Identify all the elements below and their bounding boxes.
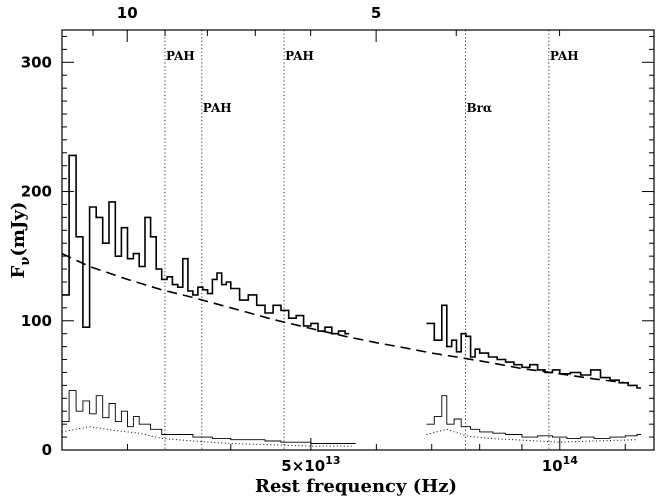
series-dotted bbox=[61, 426, 352, 447]
marker-lines: PAH PAH PAH Brα PAH bbox=[164, 30, 579, 450]
top-tick-label: 10 bbox=[117, 4, 138, 22]
marker-label: Brα bbox=[466, 101, 492, 115]
axis-ticks: 0 100 200 300 5×1013 1014 10 5 bbox=[21, 4, 654, 475]
y-axis-title-sub: ν bbox=[18, 257, 33, 266]
y-axis-title: Fν(mJy) bbox=[8, 202, 33, 279]
marker-label: PAH bbox=[166, 49, 195, 63]
series-dashed bbox=[61, 252, 626, 384]
x-tick-label: 5×1013 bbox=[281, 454, 340, 475]
top-tick-label: 5 bbox=[371, 4, 381, 22]
series-thin-solid bbox=[426, 395, 641, 439]
y-tick-label: 300 bbox=[21, 53, 52, 71]
y-tick-label: 0 bbox=[42, 441, 52, 459]
marker-label: PAH bbox=[285, 49, 314, 63]
series-dotted bbox=[426, 428, 638, 443]
y-axis-title-unit: (mJy) bbox=[8, 202, 29, 257]
x-tick-label: 1014 bbox=[542, 454, 579, 475]
plot-frame bbox=[61, 29, 655, 451]
y-axis-title-main: F bbox=[8, 265, 29, 278]
x-axis-title: Rest frequency (Hz) bbox=[255, 476, 457, 497]
data-series bbox=[61, 154, 641, 447]
y-tick-label: 200 bbox=[21, 183, 52, 201]
series-thin-solid bbox=[62, 390, 356, 444]
series-solid bbox=[426, 304, 641, 389]
series-solid bbox=[62, 154, 350, 335]
y-tick-label: 100 bbox=[21, 312, 52, 330]
marker-label: PAH bbox=[203, 101, 232, 115]
marker-label: PAH bbox=[550, 49, 579, 63]
